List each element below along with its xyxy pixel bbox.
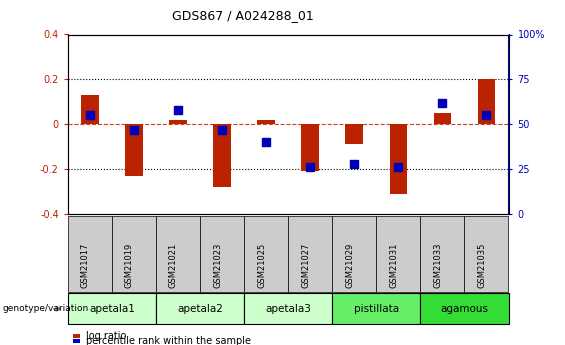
Text: agamous: agamous (441, 304, 488, 314)
Bar (433, 113, 451, 124)
Text: GSM21033: GSM21033 (433, 243, 442, 288)
Point (173, 107, 182, 112)
Text: GSM21019: GSM21019 (125, 243, 134, 288)
Text: GSM21031: GSM21031 (389, 243, 398, 288)
Text: apetala3: apetala3 (265, 304, 311, 314)
Bar (257, 120, 275, 124)
Point (129, 127, 138, 132)
Text: GSM21023: GSM21023 (213, 243, 222, 288)
Point (438, 100, 447, 106)
Bar (213, 124, 231, 187)
Text: GSM21035: GSM21035 (477, 243, 486, 288)
Bar (301, 124, 319, 171)
Text: GSM21021: GSM21021 (169, 243, 178, 288)
Point (262, 139, 271, 145)
Point (394, 165, 403, 170)
Text: genotype/variation: genotype/variation (3, 304, 89, 313)
Bar (169, 120, 187, 124)
Text: log ratio: log ratio (86, 332, 126, 341)
Text: GSM21017: GSM21017 (81, 243, 90, 288)
Bar (81, 95, 99, 124)
Text: apetala2: apetala2 (177, 304, 223, 314)
Text: apetala1: apetala1 (89, 304, 135, 314)
Text: pistillata: pistillata (354, 304, 399, 314)
Bar (477, 79, 496, 124)
Point (350, 161, 359, 166)
Point (85, 112, 94, 118)
Point (482, 112, 491, 118)
Point (306, 165, 315, 170)
Bar (345, 124, 363, 144)
Bar (389, 124, 407, 194)
Text: GDS867 / A024288_01: GDS867 / A024288_01 (172, 9, 314, 22)
Bar (125, 124, 143, 176)
Text: GSM21027: GSM21027 (301, 243, 310, 288)
Text: GSM21025: GSM21025 (257, 243, 266, 288)
Text: GSM21029: GSM21029 (345, 243, 354, 288)
Point (218, 127, 227, 132)
Text: percentile rank within the sample: percentile rank within the sample (86, 336, 251, 345)
